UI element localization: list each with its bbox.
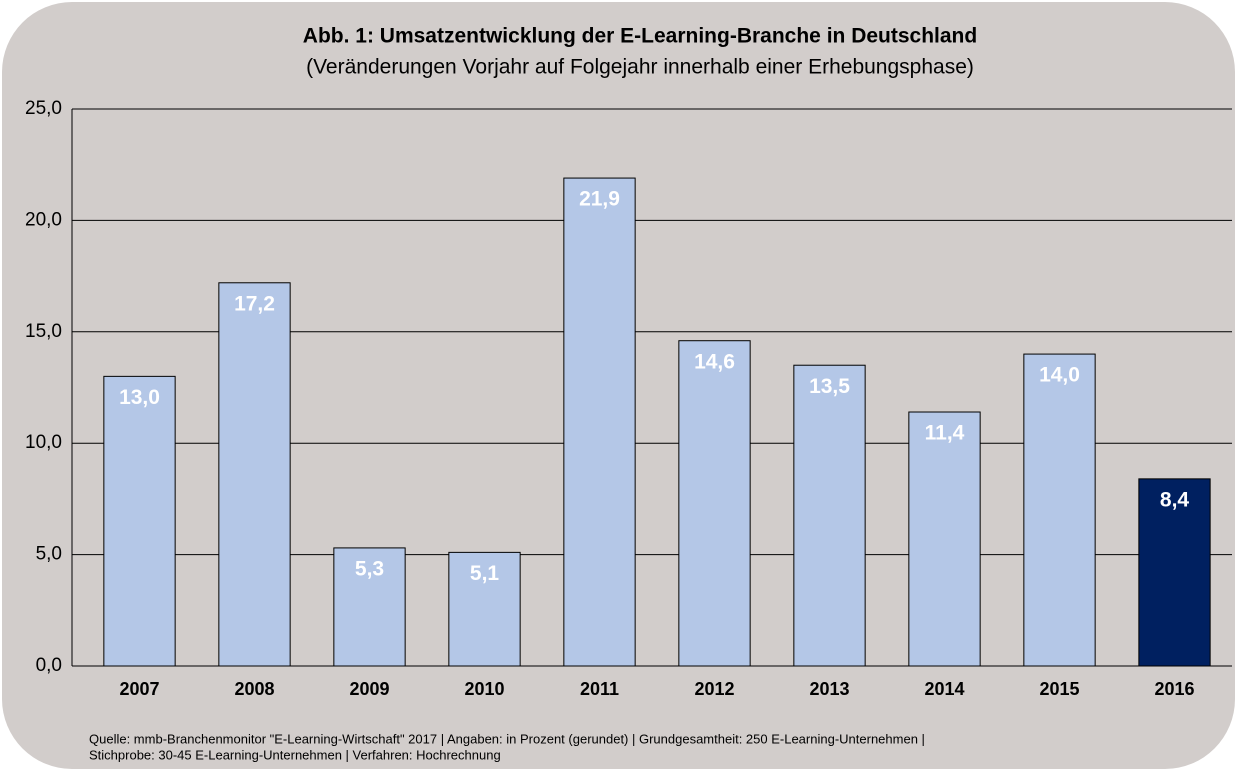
- y-tick-label: 10,0: [25, 432, 62, 453]
- bar: [908, 411, 981, 667]
- x-tick-label: 2011: [580, 679, 619, 699]
- data-label: 13,5: [809, 375, 850, 398]
- data-label: 14,6: [694, 350, 735, 373]
- y-tick-label: 20,0: [25, 209, 62, 230]
- x-tick-label: 2008: [234, 679, 274, 699]
- data-label: 8,4: [1160, 488, 1190, 511]
- data-label: 5,1: [470, 562, 500, 585]
- footnote: Stichprobe: 30-45 E-Learning-Unternehmen…: [89, 747, 501, 762]
- bar: [563, 177, 636, 667]
- x-tick-label: 2014: [924, 679, 964, 699]
- x-tick-label: 2016: [1154, 679, 1194, 699]
- bar: [333, 547, 406, 667]
- bar: [218, 282, 291, 667]
- x-tick-label: 2007: [119, 679, 159, 699]
- bar: [678, 340, 751, 667]
- data-label: 5,3: [355, 557, 384, 580]
- bar: [1023, 353, 1096, 667]
- data-label: 21,9: [579, 188, 620, 211]
- data-label: 11,4: [925, 422, 965, 445]
- x-tick-label: 2015: [1039, 679, 1079, 699]
- x-tick-label: 2010: [464, 679, 504, 699]
- data-label: 17,2: [234, 292, 275, 315]
- footnote: Quelle: mmb-Branchenmonitor "E-Learning-…: [89, 731, 925, 746]
- data-label: 14,0: [1039, 364, 1080, 387]
- bar: [103, 375, 176, 667]
- y-tick-label: 15,0: [25, 321, 62, 342]
- x-tick-label: 2012: [694, 679, 734, 699]
- y-tick-label: 5,0: [36, 544, 62, 565]
- data-label: 13,0: [119, 386, 160, 409]
- y-tick-label: 25,0: [25, 98, 62, 119]
- x-tick-label: 2009: [349, 679, 389, 699]
- chart-subtitle: (Veränderungen Vorjahr auf Folgejahr inn…: [306, 56, 974, 79]
- x-tick-label: 2013: [809, 679, 849, 699]
- bar: [448, 551, 521, 667]
- y-tick-label: 0,0: [36, 655, 62, 676]
- bar: [793, 364, 866, 667]
- chart-title: Abb. 1: Umsatzentwicklung der E-Learning…: [303, 25, 977, 48]
- bar: [1138, 478, 1211, 667]
